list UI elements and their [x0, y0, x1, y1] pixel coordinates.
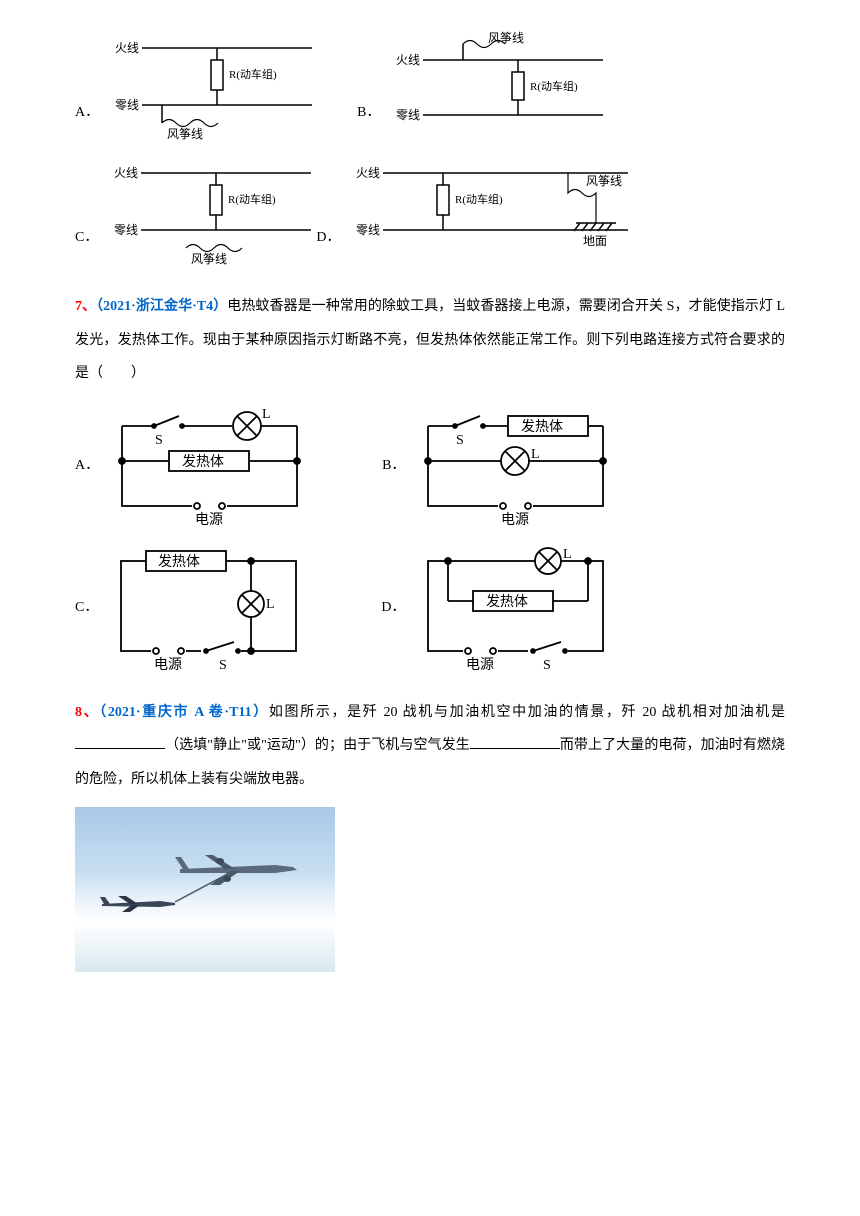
svg-text:地面: 地面: [583, 234, 607, 248]
svg-text:R(动车组): R(动车组): [228, 192, 276, 206]
svg-text:S: S: [543, 658, 551, 671]
svg-text:发热体: 发热体: [182, 454, 224, 470]
svg-text:S: S: [219, 658, 227, 671]
svg-text:电源: 电源: [195, 512, 223, 526]
q7-diagram-c: 发热体 L S 电源: [106, 546, 311, 671]
svg-text:S: S: [456, 433, 464, 448]
q6-row-ab: A． 火线 零线 R(动车组) 风筝线 B．: [75, 30, 785, 140]
q8-blank-1[interactable]: [75, 735, 165, 749]
q8-text: 8、（2021·重庆市 A 卷·T11）如图所示，是歼 20 战机与加油机空中加…: [75, 696, 785, 797]
q6-row-cd: C． 火线 零线 R(动车组) 风筝线 D．: [75, 155, 785, 265]
q7-label-c: C．: [75, 591, 98, 625]
svg-text:火线: 火线: [114, 166, 138, 180]
svg-text:发热体: 发热体: [486, 594, 528, 610]
wire-neutral-label: 零线: [115, 98, 139, 112]
q6-diagram-c: 火线 零线 R(动车组) 风筝线: [106, 155, 316, 265]
svg-text:S: S: [155, 433, 163, 448]
q8-photo: [75, 807, 335, 972]
svg-text:火线: 火线: [356, 166, 380, 180]
q7-option-a: A． S L 发热体 电源: [75, 406, 312, 526]
svg-text:L: L: [531, 447, 540, 462]
q6-label-c: C．: [75, 221, 98, 265]
svg-text:风筝线: 风筝线: [586, 173, 622, 188]
svg-text:零线: 零线: [114, 223, 138, 237]
q7-diagram-b: S 发热体 L 电源: [413, 406, 618, 526]
svg-text:L: L: [266, 597, 275, 612]
svg-text:R(动车组): R(动车组): [455, 192, 503, 206]
svg-text:发热体: 发热体: [521, 419, 563, 435]
svg-text:电源: 电源: [466, 657, 494, 671]
q7-label-b: B．: [382, 449, 405, 483]
q7-text: 7、（2021·浙江金华·T4）电热蚊香器是一种常用的除蚊工具，当蚊香器接上电源…: [75, 290, 785, 391]
q8-blank-2[interactable]: [470, 735, 560, 749]
svg-text:R(动车组): R(动车组): [530, 79, 578, 93]
q7-label-a: A．: [75, 449, 99, 483]
q6-diagram-b: 火线 零线 R(动车组) 风筝线: [388, 30, 608, 140]
q6-diagram-d: 火线 零线 R(动车组) 风筝线 地面: [348, 155, 638, 265]
q7-number: 7、: [75, 299, 96, 314]
q8-ref: （2021·重庆市 A 卷·T11）: [99, 705, 269, 720]
q7-option-b: B． S 发热体 L 电源: [382, 406, 618, 526]
q7-option-d: D． L 发热体 S 电源: [381, 546, 618, 671]
q8-part2: （选填"静止"或"运动"）的；由于飞机与空气发生: [165, 738, 470, 753]
svg-text:L: L: [262, 407, 271, 422]
q7-options: A． S L 发热体 电源: [75, 406, 785, 671]
q7-label-d: D．: [381, 591, 405, 625]
q6-label-b: B．: [357, 96, 380, 140]
svg-text:零线: 零线: [356, 223, 380, 237]
svg-text:风筝线: 风筝线: [488, 30, 524, 45]
svg-text:电源: 电源: [501, 512, 529, 526]
q7-diagram-a: S L 发热体 电源: [107, 406, 312, 526]
svg-text:风筝线: 风筝线: [191, 251, 227, 265]
wire-live-label: 火线: [115, 41, 139, 55]
kite-label: 风筝线: [167, 126, 203, 140]
svg-text:L: L: [563, 547, 572, 562]
svg-text:零线: 零线: [396, 108, 420, 122]
svg-text:发热体: 发热体: [158, 554, 200, 570]
svg-text:火线: 火线: [396, 53, 420, 67]
q6-label-a: A．: [75, 96, 99, 140]
q8-part1: 如图所示，是歼 20 战机与加油机空中加油的情景，歼 20 战机相对加油机是: [269, 705, 785, 720]
q7-option-c: C． 发热体 L S 电源: [75, 546, 311, 671]
svg-text:电源: 电源: [154, 657, 182, 671]
q7-diagram-d: L 发热体 S 电源: [413, 546, 618, 671]
q7-ref: （2021·浙江金华·T4）: [96, 299, 227, 314]
q8-number: 8、: [75, 705, 99, 720]
q6-label-d: D．: [316, 221, 340, 265]
q6-diagram-a: 火线 零线 R(动车组) 风筝线: [107, 30, 317, 140]
resistor-label: R(动车组): [229, 67, 277, 81]
fighter-plane-icon: [100, 892, 180, 914]
refuel-line-icon: [170, 867, 240, 907]
